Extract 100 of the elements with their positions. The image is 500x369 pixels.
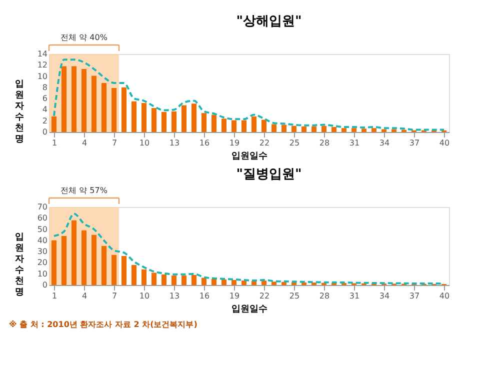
y-tick-label: 2 — [42, 116, 48, 126]
bar — [212, 114, 216, 132]
y-tick-label: 60 — [37, 214, 48, 223]
bar — [342, 128, 346, 132]
bar — [112, 88, 116, 132]
bar — [182, 105, 186, 132]
y-tick-label: 10 — [37, 269, 48, 278]
x-axis-title: 입원일수 — [232, 152, 268, 162]
bar — [72, 66, 76, 132]
bar — [312, 126, 316, 132]
bar — [252, 116, 256, 132]
bar — [152, 272, 156, 285]
x-tick-label: 1 — [52, 138, 58, 148]
y-axis-title: 입원자수 천명 — [15, 80, 24, 144]
y-tick-label: 12 — [37, 60, 48, 70]
x-tick-label: 37 — [409, 138, 420, 148]
x-tick-label: 10 — [139, 138, 150, 148]
bar — [62, 66, 66, 132]
bar — [52, 116, 56, 132]
x-tick-label: 1 — [52, 292, 58, 300]
bar — [192, 104, 196, 132]
y-tick-label: 30 — [37, 247, 48, 256]
x-tick-label: 25 — [289, 138, 300, 148]
x-axis-title: 입원일수 — [232, 304, 268, 314]
x-tick-label: 34 — [379, 292, 390, 300]
x-tick-label: 34 — [379, 138, 390, 148]
bar — [202, 278, 206, 285]
y-tick-label: 0 — [42, 280, 48, 290]
y-tick-label: 14 — [37, 50, 48, 58]
bar — [282, 124, 286, 132]
bar — [182, 276, 186, 285]
x-tick-label: 28 — [319, 292, 330, 300]
x-tick-label: 13 — [169, 138, 180, 148]
x-tick-label: 7 — [112, 292, 118, 300]
y-tick-label: 10 — [37, 72, 48, 81]
x-tick-label: 31 — [349, 138, 360, 148]
y-tick-label: 0 — [42, 128, 48, 136]
chart-title: "질병입원" — [236, 167, 302, 182]
y-tick-label: 50 — [37, 224, 48, 234]
y-tick-label: 8 — [42, 82, 48, 92]
y-tick-label: 4 — [42, 105, 48, 114]
bar — [242, 280, 246, 285]
bar — [232, 120, 236, 132]
bar — [142, 103, 146, 132]
x-tick-label: 16 — [199, 292, 210, 300]
bar — [102, 246, 106, 285]
bar — [152, 108, 156, 132]
bar — [172, 111, 176, 132]
bar — [222, 279, 226, 285]
x-tick-label: 22 — [259, 138, 270, 148]
bar — [112, 254, 116, 285]
bar — [162, 112, 166, 132]
x-tick-label: 19 — [229, 292, 240, 300]
bar — [92, 234, 96, 285]
bar — [162, 274, 166, 285]
bar — [272, 282, 276, 285]
y-tick-label: 20 — [37, 258, 48, 268]
x-tick-label: 28 — [319, 138, 330, 148]
x-tick-label: 40 — [439, 292, 450, 300]
x-tick-label: 37 — [409, 292, 420, 300]
bar — [392, 129, 396, 132]
x-tick-label: 7 — [112, 138, 118, 148]
bar — [332, 126, 336, 132]
bar — [362, 128, 366, 132]
bar — [262, 120, 266, 132]
x-tick-label: 16 — [199, 138, 210, 148]
y-tick-label: 40 — [37, 236, 48, 245]
text: ※ 출 처 : 2010년 환자조사 자료 2 차(보건복지부) — [9, 320, 198, 329]
bar — [62, 236, 66, 285]
bar — [52, 240, 56, 285]
bar — [302, 126, 306, 132]
x-tick-label: 25 — [289, 292, 300, 300]
bar — [242, 120, 246, 132]
x-tick-label: 22 — [259, 292, 270, 300]
x-tick-label: 4 — [82, 138, 88, 148]
x-tick-label: 31 — [349, 292, 360, 300]
bar — [122, 256, 126, 285]
band-label: 전체 약 57% — [60, 186, 108, 195]
x-tick-label: 10 — [139, 292, 150, 300]
bar — [122, 87, 126, 132]
bar — [82, 230, 86, 285]
y-axis-title: 입원자수 천명 — [15, 232, 24, 298]
band-label: 전체 약 40% — [60, 33, 108, 42]
bar — [222, 118, 226, 132]
bar — [212, 278, 216, 285]
bar — [382, 129, 386, 132]
x-tick-label: 13 — [169, 292, 180, 300]
bar — [322, 126, 326, 132]
bar — [192, 274, 196, 285]
bar — [262, 280, 266, 285]
bar — [292, 126, 296, 132]
chart-title: "상해입원" — [236, 14, 302, 29]
bar — [82, 69, 86, 132]
bar — [232, 280, 236, 285]
bar — [352, 128, 356, 132]
bar — [72, 220, 76, 285]
bar — [132, 101, 136, 132]
x-tick-label: 40 — [439, 138, 450, 148]
bar — [202, 113, 206, 132]
line-series — [53, 58, 445, 131]
